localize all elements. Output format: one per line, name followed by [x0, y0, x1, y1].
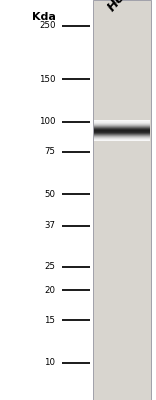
Bar [94, 128, 150, 129]
Text: 15: 15 [44, 316, 55, 325]
FancyBboxPatch shape [93, 0, 151, 400]
Text: 250: 250 [39, 21, 55, 30]
Text: 10: 10 [44, 358, 55, 367]
Bar [94, 120, 150, 121]
Text: 75: 75 [44, 147, 55, 156]
Text: 25: 25 [44, 262, 55, 271]
Bar [94, 137, 150, 138]
Text: Kda: Kda [32, 12, 55, 22]
Bar [94, 131, 150, 132]
Bar [94, 122, 150, 123]
Text: 37: 37 [44, 221, 55, 230]
Bar [94, 126, 150, 127]
Bar [94, 139, 150, 140]
Bar [94, 121, 150, 122]
Bar [94, 129, 150, 130]
Text: 50: 50 [44, 190, 55, 199]
Bar [94, 132, 150, 133]
Bar [94, 124, 150, 125]
Bar [94, 136, 150, 137]
Text: 20: 20 [44, 286, 55, 295]
Text: HeLa: HeLa [105, 0, 139, 14]
Text: 100: 100 [39, 117, 55, 126]
Bar [94, 125, 150, 126]
Bar [94, 135, 150, 136]
Bar [94, 130, 150, 131]
Bar [94, 141, 150, 142]
Bar [94, 140, 150, 141]
Bar [94, 138, 150, 139]
Bar [94, 134, 150, 135]
Text: 150: 150 [39, 75, 55, 84]
Bar [94, 127, 150, 128]
Bar [94, 123, 150, 124]
Bar [94, 133, 150, 134]
